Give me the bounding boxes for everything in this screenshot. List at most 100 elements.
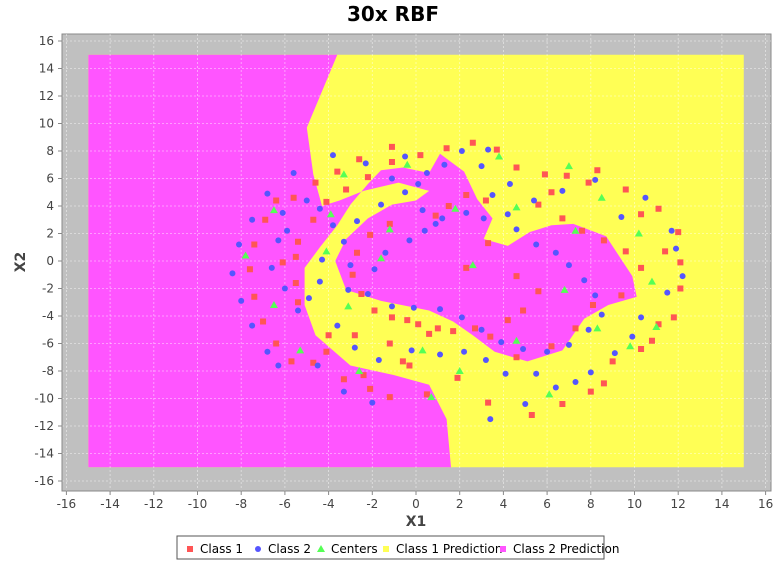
class2-point: [249, 322, 256, 329]
x-tick-label: -14: [100, 497, 120, 511]
class1-point: [323, 198, 330, 205]
legend-swatch: [317, 545, 325, 552]
class1-point: [487, 333, 494, 340]
center-point: [652, 323, 661, 330]
class1-point: [323, 348, 330, 355]
x-tick-label: -8: [235, 497, 247, 511]
center-point: [560, 285, 569, 293]
x-tick-label: 12: [671, 497, 686, 511]
class1-point: [677, 285, 684, 292]
y-tick-label: -12: [34, 419, 54, 433]
class1-point: [426, 330, 433, 337]
data-points: [229, 139, 686, 423]
class2-point: [480, 215, 487, 222]
x-tick-label: -16: [57, 497, 77, 511]
y-tick-label: 12: [39, 89, 54, 103]
class1-point: [585, 179, 592, 186]
class2-point: [340, 238, 347, 245]
class2-point: [478, 326, 485, 333]
class1-point: [504, 317, 511, 324]
x-tick-label: -2: [366, 497, 378, 511]
class1-point: [386, 394, 393, 401]
class1-point: [312, 179, 319, 186]
class2-point: [275, 362, 282, 369]
class2-point: [236, 241, 243, 248]
center-point: [593, 324, 602, 332]
y-tick-label: 10: [39, 117, 54, 131]
center-point: [322, 247, 331, 255]
center-point: [468, 261, 477, 269]
x-axis: -16 -14 -12 -10 -8 -6 -4 -2 0 2 4 6 8 10 12 14 16: [57, 490, 773, 511]
class2-point: [581, 277, 588, 284]
class2-point: [504, 211, 511, 218]
class1-point: [251, 293, 258, 300]
class2-point: [629, 333, 636, 340]
class2-point: [268, 264, 275, 271]
center-point: [326, 210, 335, 218]
class1-point: [648, 337, 655, 344]
legend-swatch: [187, 546, 193, 552]
y-tick-label: 0: [46, 254, 54, 268]
class2-point: [513, 226, 520, 233]
x-tick-label: 10: [627, 497, 642, 511]
class2-point: [423, 170, 430, 176]
class1-point: [563, 172, 570, 179]
class1-point: [273, 340, 280, 347]
class1-point: [675, 229, 682, 236]
x-tick-label: -12: [144, 497, 164, 511]
legend-item: Class 1: [187, 542, 243, 556]
center-point: [339, 170, 348, 178]
class2-point: [351, 344, 358, 351]
class2-point: [347, 262, 354, 269]
x-tick-label: 0: [412, 497, 420, 511]
center-point: [344, 302, 353, 310]
legend-item: Centers: [317, 542, 378, 556]
class1-point: [609, 358, 616, 365]
class1-point: [367, 231, 374, 238]
class1-point: [388, 143, 395, 150]
x-tick-label: 2: [456, 497, 464, 511]
class2-point: [316, 278, 323, 285]
y-tick-label: -8: [42, 364, 54, 378]
class1-point: [469, 139, 476, 146]
class1-point: [386, 220, 393, 227]
class2-point: [281, 285, 288, 292]
class1-point: [482, 197, 489, 204]
class1-point: [290, 194, 297, 201]
class2-point: [458, 148, 465, 154]
class1-point: [434, 325, 441, 332]
class2-point: [461, 348, 468, 355]
class1-point: [463, 264, 470, 271]
class1-point: [655, 205, 662, 212]
class1-point: [450, 328, 457, 335]
class2-point: [264, 348, 271, 355]
center-point: [571, 226, 580, 234]
y-tick-label: 16: [39, 34, 54, 48]
legend: Class 1 Class 2 Centers Class 1 Prediction C…: [176, 535, 619, 560]
class2-point: [559, 187, 566, 194]
class2-point: [421, 227, 428, 234]
class1-point: [310, 216, 317, 223]
class2-point: [369, 399, 376, 406]
class2-point: [303, 197, 310, 204]
x-tick-label: -4: [323, 497, 335, 511]
class2-point: [565, 341, 572, 348]
class2-point: [334, 322, 341, 329]
legend-label: Class 2: [268, 542, 311, 556]
class2-point: [638, 314, 645, 321]
class2-point: [316, 205, 323, 212]
class2-point: [544, 348, 551, 355]
class2-point: [552, 384, 559, 391]
class1-point: [340, 376, 347, 383]
class2-point: [371, 266, 378, 273]
class1-point: [471, 325, 478, 332]
class2-point: [485, 146, 492, 153]
class2-point: [642, 194, 649, 201]
class2-point: [587, 369, 594, 376]
class2-point: [406, 237, 413, 244]
class2-point: [305, 295, 312, 302]
x-axis-label: X1: [406, 514, 427, 530]
class2-point: [458, 314, 465, 321]
class1-point: [360, 372, 367, 379]
